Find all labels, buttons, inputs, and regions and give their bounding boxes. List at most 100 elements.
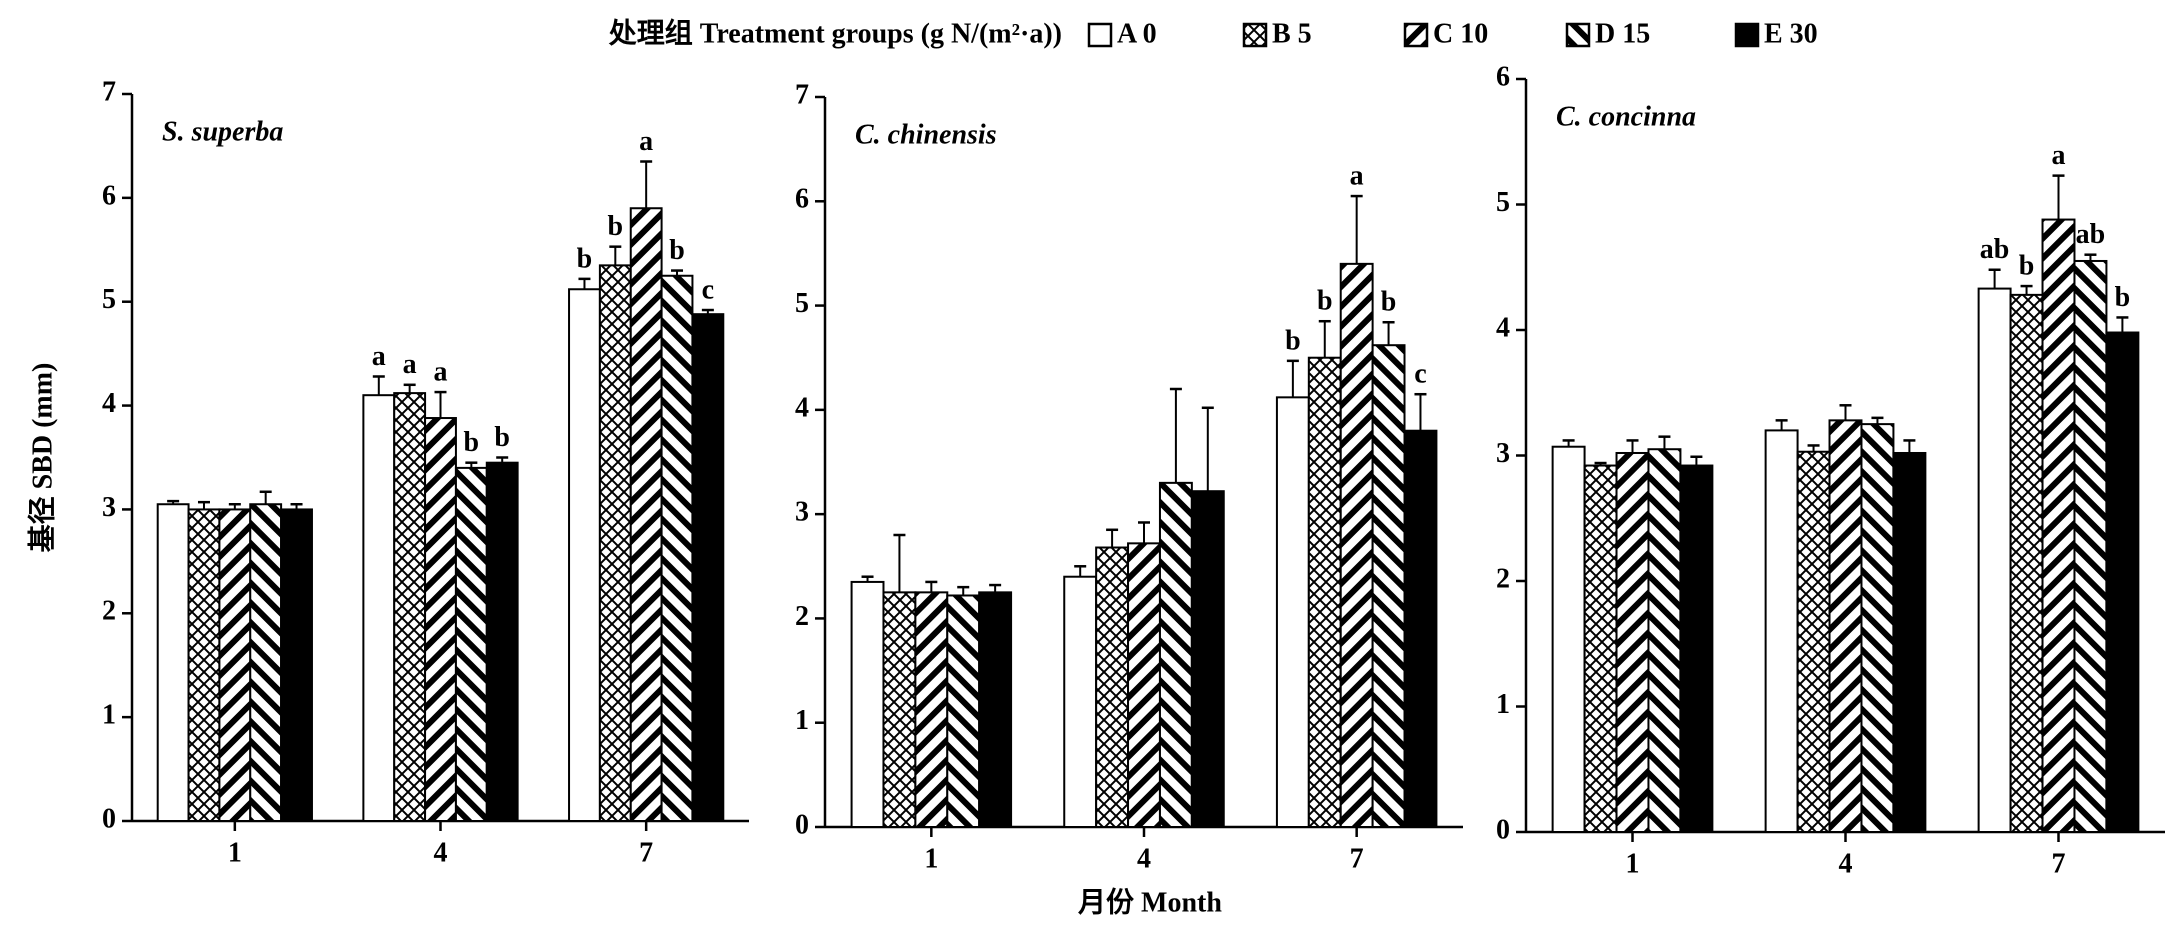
bar (1583, 464, 1618, 833)
bar (914, 591, 949, 828)
bar (1892, 451, 1927, 833)
legend-swatch (1087, 22, 1113, 48)
y-tick-label: 6 (1496, 61, 1510, 92)
x-tick-label: 1 (228, 837, 242, 868)
legend-label: E 30 (1764, 18, 1818, 49)
legend-swatch (1734, 22, 1760, 48)
y-tick-label: 7 (795, 79, 809, 110)
x-tick-label: 1 (1626, 848, 1640, 879)
y-tick-label: 7 (102, 76, 116, 107)
y-tick-label: 3 (795, 497, 809, 528)
y-tick-label: 6 (795, 184, 809, 215)
bar (1127, 542, 1161, 828)
bar (978, 591, 1013, 828)
y-tick-label: 0 (795, 809, 809, 840)
y-tick-label: 1 (795, 705, 809, 736)
legend-label: C 10 (1433, 18, 1488, 49)
bar (1275, 396, 1310, 828)
significance-letter: a (2052, 140, 2066, 171)
bar (156, 503, 190, 822)
y-tick-label: 6 (102, 180, 116, 211)
significance-letter: b (608, 211, 624, 242)
y-axis-label: 基径 SBD (mm) (26, 363, 58, 553)
bar (1190, 490, 1225, 828)
bar (2009, 293, 2044, 833)
y-tick-label: 2 (795, 601, 809, 632)
legend-swatch (1403, 22, 1429, 48)
bar (1095, 546, 1130, 828)
legend-swatch (1242, 22, 1268, 48)
bar (691, 313, 725, 822)
significance-letter: ab (1980, 234, 2010, 265)
y-tick-label: 1 (1496, 689, 1510, 720)
bar (1828, 419, 1863, 833)
significance-letter: b (2019, 250, 2035, 281)
x-axis-label: 月份 Month (1077, 886, 1222, 918)
y-tick-label: 3 (1496, 438, 1510, 469)
x-tick-label: 7 (1350, 843, 1364, 874)
significance-letter: a (1350, 160, 1364, 191)
significance-letter: c (702, 274, 714, 305)
y-tick-label: 5 (795, 288, 809, 319)
bar (1403, 429, 1438, 828)
legend-label: A 0 (1117, 18, 1157, 49)
y-tick-label: 0 (1496, 814, 1510, 845)
legend-swatch (1565, 22, 1591, 48)
bar (1647, 448, 1682, 833)
bar (218, 508, 252, 822)
significance-letter: b (669, 235, 685, 266)
bar (485, 461, 519, 822)
bar (2105, 331, 2140, 833)
bar (1679, 464, 1714, 833)
bar (660, 274, 694, 822)
legend-title: 处理组 Treatment groups (g N/(m²·a)) (608, 17, 1062, 49)
bar (568, 288, 601, 823)
significance-letter: a (639, 126, 653, 157)
significance-letter: b (577, 243, 593, 274)
significance-letter: b (1317, 286, 1333, 317)
y-tick-label: 5 (1496, 187, 1510, 218)
bar (1796, 450, 1831, 833)
significance-letter: b (464, 427, 480, 458)
bar (187, 508, 221, 822)
bar (1860, 423, 1895, 833)
bar (1764, 429, 1799, 833)
y-tick-label: 4 (795, 392, 809, 423)
significance-letter: ab (2076, 219, 2106, 250)
y-tick-label: 5 (102, 284, 116, 315)
bar (424, 417, 457, 822)
y-tick-label: 2 (102, 596, 116, 627)
bar (1371, 344, 1406, 828)
bar (2073, 259, 2108, 834)
legend-label: B 5 (1272, 18, 1312, 49)
legend-label: D 15 (1595, 18, 1650, 49)
x-tick-label: 4 (434, 837, 448, 868)
bar (1158, 481, 1193, 828)
bar (1551, 445, 1586, 833)
bar (1615, 451, 1650, 833)
bar (1307, 356, 1342, 828)
y-tick-label: 3 (102, 492, 116, 523)
bar (882, 591, 917, 828)
bar (1339, 262, 1374, 829)
panel-title: S. superba (162, 116, 283, 147)
panel-title: C. chinensis (855, 119, 997, 150)
significance-letter: a (372, 341, 386, 372)
bar (362, 394, 396, 822)
significance-letter: b (1381, 287, 1397, 318)
significance-letter: c (1414, 359, 1426, 390)
bar (2041, 218, 2076, 833)
panel-title: C. concinna (1556, 101, 1696, 132)
bar (249, 503, 283, 822)
bar (629, 207, 663, 822)
bar (1063, 575, 1098, 829)
bar (850, 580, 885, 829)
significance-letter: a (403, 349, 417, 380)
bar (598, 264, 632, 823)
x-tick-label: 7 (2052, 848, 2066, 879)
x-tick-label: 1 (924, 843, 938, 874)
y-tick-label: 2 (1496, 563, 1510, 594)
bar (946, 594, 981, 828)
bar (280, 508, 313, 822)
